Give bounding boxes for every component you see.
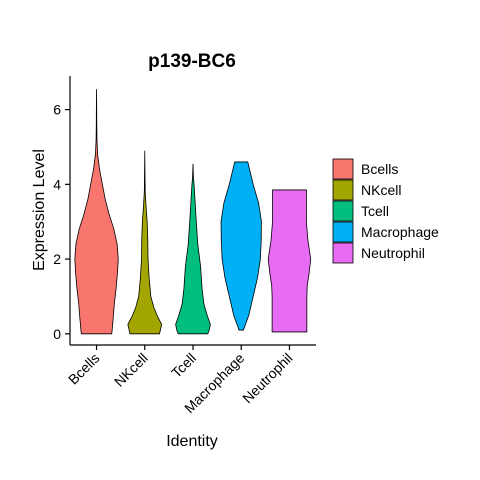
x-tick-label-nkcell: NKcell [111,350,151,390]
x-tick-label-neutrophil: Neutrophil [239,350,295,406]
y-tick-label: 2 [53,251,61,267]
x-axis-title: Identity [166,433,218,450]
violin-neutrophil [267,189,312,333]
legend-label-bcells: Bcells [361,161,398,177]
legend-swatch-macrophage [332,221,354,243]
legend: Bcells NKcell Tcell Macrophage Neutrophil [332,158,439,264]
legend-swatch-nkcell [332,179,354,201]
x-tick-label-tcell: Tcell [168,350,199,381]
violin-macrophage [220,161,262,331]
violin-tcell [175,163,211,335]
chart-title: p139-BC6 [148,51,236,72]
y-tick-label: 6 [53,102,61,118]
legend-label-tcell: Tcell [361,203,389,219]
legend-swatch-tcell [332,200,354,222]
x-tick-label-bcells: Bcells [65,350,103,388]
legend-label-neutrophil: Neutrophil [361,245,425,261]
violin-nkcell [127,150,163,335]
legend-label-nkcell: NKcell [361,182,401,198]
legend-swatch-bcells [332,158,354,180]
y-axis-title: Expression Level [31,149,48,271]
y-tick-label: 4 [53,176,61,192]
legend-label-macrophage: Macrophage [361,224,439,240]
legend-swatch-neutrophil [332,242,354,264]
violin-bcells [74,89,119,335]
y-tick-label: 0 [53,326,61,342]
violin-group [74,89,312,335]
